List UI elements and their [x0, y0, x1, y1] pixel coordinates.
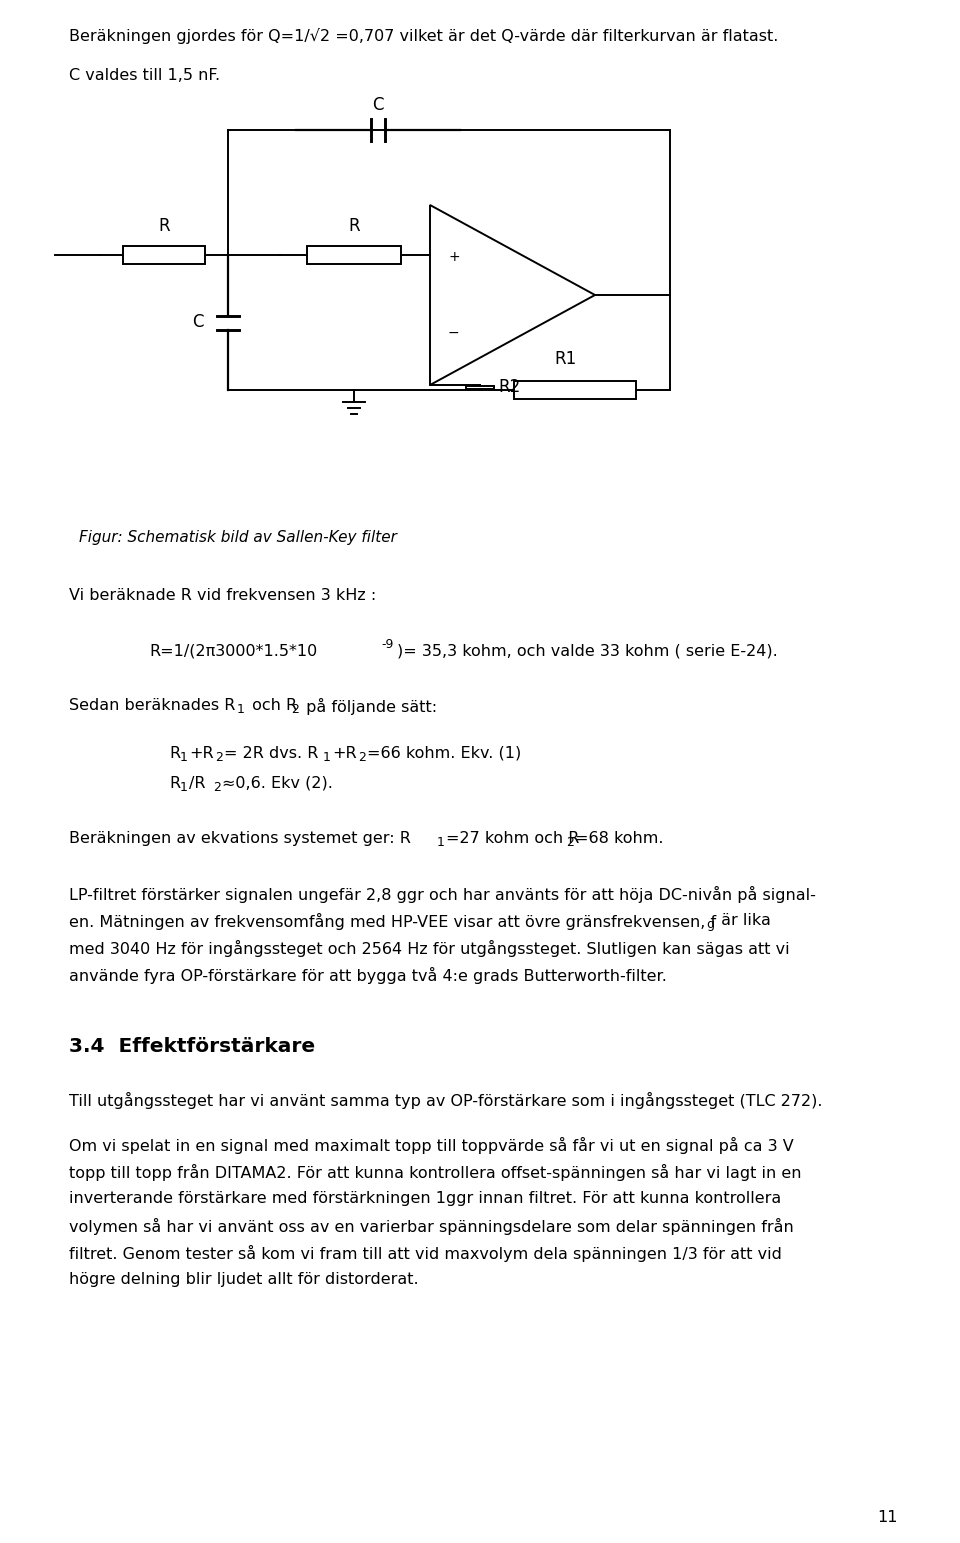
Text: 2: 2 [215, 751, 223, 764]
Text: 2: 2 [358, 751, 366, 764]
Text: R=1/(2π3000*1.5*10: R=1/(2π3000*1.5*10 [149, 643, 318, 657]
Text: 2: 2 [213, 781, 221, 795]
Text: 1: 1 [237, 704, 245, 716]
Text: +R: +R [332, 745, 357, 761]
Text: ≈0,6. Ekv (2).: ≈0,6. Ekv (2). [222, 776, 333, 792]
Text: =66 kohm. Ekv. (1): =66 kohm. Ekv. (1) [367, 745, 521, 761]
Text: filtret. Genom tester så kom vi fram till att vid maxvolym dela spänningen 1/3 f: filtret. Genom tester så kom vi fram til… [69, 1245, 782, 1262]
FancyBboxPatch shape [306, 245, 401, 264]
Text: +R: +R [189, 745, 214, 761]
FancyBboxPatch shape [466, 386, 494, 389]
Text: volymen så har vi använt oss av en varierbar spänningsdelare som delar spänninge: volymen så har vi använt oss av en varie… [69, 1217, 794, 1234]
Text: 3.4  Effektförstärkare: 3.4 Effektförstärkare [69, 1037, 315, 1055]
Text: -9: -9 [381, 637, 394, 651]
Text: Till utgångssteget har vi använt samma typ av OP-förstärkare som i ingångssteget: Till utgångssteget har vi använt samma t… [69, 1092, 823, 1109]
Text: =27 kohm och R: =27 kohm och R [446, 832, 580, 846]
Text: med 3040 Hz för ingångssteget och 2564 Hz för utgångssteget. Slutligen kan sägas: med 3040 Hz för ingångssteget och 2564 H… [69, 940, 790, 957]
Text: topp till topp från DITAMA2. För att kunna kontrollera offset-spänningen så har : topp till topp från DITAMA2. För att kun… [69, 1163, 802, 1180]
Text: 11: 11 [877, 1511, 898, 1524]
Text: 1: 1 [324, 751, 331, 764]
Text: C: C [192, 313, 204, 332]
Text: en. Mätningen av frekvensomfång med HP-VEE visar att övre gränsfrekvensen, f: en. Mätningen av frekvensomfång med HP-V… [69, 913, 716, 930]
Text: = 2R dvs. R: = 2R dvs. R [224, 745, 319, 761]
Text: R: R [348, 218, 360, 235]
FancyBboxPatch shape [123, 245, 204, 264]
Text: 1: 1 [180, 751, 188, 764]
Text: Om vi spelat in en signal med maximalt topp till toppvärde så får vi ut en signa: Om vi spelat in en signal med maximalt t… [69, 1137, 794, 1154]
Text: g: g [707, 918, 714, 930]
Text: C: C [372, 96, 384, 114]
Text: och R: och R [247, 697, 298, 713]
Text: 1: 1 [180, 781, 188, 795]
Text: /R: /R [189, 776, 205, 792]
Text: R: R [169, 745, 180, 761]
Text: R2: R2 [498, 378, 520, 397]
Text: är lika: är lika [716, 913, 771, 927]
Text: Beräkningen av ekvations systemet ger: R: Beräkningen av ekvations systemet ger: R [69, 832, 411, 846]
Text: Vi beräknade R vid frekvensen 3 kHz :: Vi beräknade R vid frekvensen 3 kHz : [69, 588, 376, 603]
Text: 2: 2 [291, 704, 299, 716]
Text: 1: 1 [437, 836, 445, 849]
Text: använde fyra OP-förstärkare för att bygga två 4:e grads Butterworth-filter.: använde fyra OP-förstärkare för att bygg… [69, 967, 667, 984]
FancyBboxPatch shape [515, 381, 636, 400]
Text: R1: R1 [554, 350, 576, 367]
Text: C valdes till 1,5 nF.: C valdes till 1,5 nF. [69, 68, 220, 83]
Text: R: R [169, 776, 180, 792]
Text: 2: 2 [566, 836, 574, 849]
Text: −: − [448, 326, 460, 339]
Text: inverterande förstärkare med förstärkningen 1ggr innan filtret. För att kunna ko: inverterande förstärkare med förstärknin… [69, 1191, 781, 1207]
Text: Beräkningen gjordes för Q=1/√2 =0,707 vilket är det Q-värde där filterkurvan är : Beräkningen gjordes för Q=1/√2 =0,707 vi… [69, 28, 779, 45]
Text: R: R [158, 218, 170, 235]
Text: på följande sätt:: på följande sätt: [301, 697, 437, 714]
Text: =68 kohm.: =68 kohm. [575, 832, 663, 846]
Text: Sedan beräknades R: Sedan beräknades R [69, 697, 235, 713]
Text: +: + [448, 250, 460, 264]
Text: Figur: Schematisk bild av Sallen-Key filter: Figur: Schematisk bild av Sallen-Key fil… [79, 529, 397, 545]
Text: LP-filtret förstärker signalen ungefär 2,8 ggr och har använts för att höja DC-n: LP-filtret förstärker signalen ungefär 2… [69, 886, 816, 903]
Text: )= 35,3 kohm, och valde 33 kohm ( serie E-24).: )= 35,3 kohm, och valde 33 kohm ( serie … [397, 643, 778, 657]
Text: högre delning blir ljudet allt för distorderat.: högre delning blir ljudet allt för disto… [69, 1271, 419, 1287]
